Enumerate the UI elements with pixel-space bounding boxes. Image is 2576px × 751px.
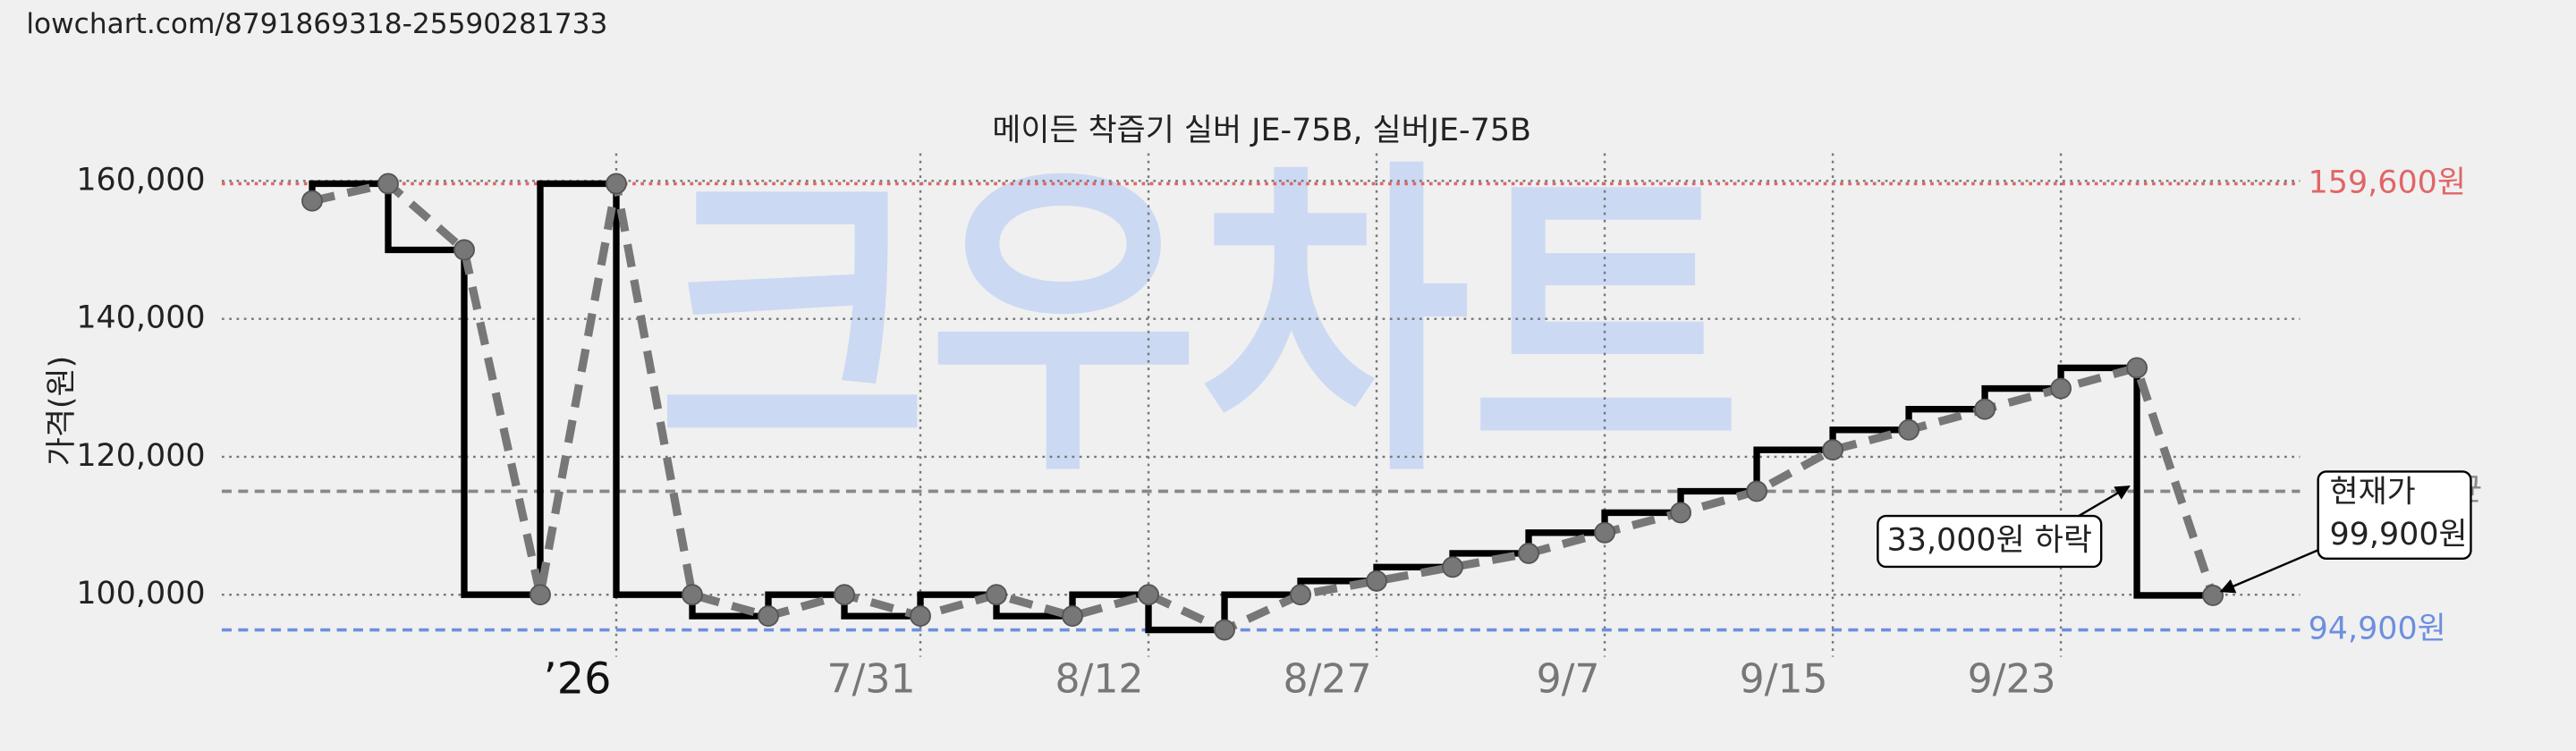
- x-tick-label: 7/31: [827, 657, 916, 703]
- point: [1138, 584, 1159, 606]
- point: [910, 605, 931, 628]
- x-tick-label: ’26: [544, 655, 612, 705]
- point: [1366, 570, 1387, 592]
- x-tick-label: 9/23: [1968, 657, 2056, 703]
- point: [986, 584, 1007, 606]
- annotation-arrow: [2219, 547, 2322, 594]
- trend-line: [310, 179, 2217, 635]
- x-tick-label: 9/7: [1537, 657, 1600, 703]
- chart-title: 메이든 착즙기 실버 JE-75B, 실버JE-75B: [992, 113, 1531, 148]
- reference-label: 94,900원: [2309, 612, 2446, 647]
- point: [1290, 584, 1311, 606]
- point: [1898, 418, 1920, 441]
- point: [1746, 480, 1767, 502]
- x-tick-label: 8/27: [1284, 657, 1372, 703]
- x-tick-label: 8/12: [1055, 657, 1144, 703]
- point: [682, 584, 703, 606]
- reference-label: 159,600원: [2309, 165, 2466, 200]
- url: lowchart.com/8791869318-25590281733: [26, 8, 607, 40]
- y-axis-label: 가격(원): [44, 356, 80, 466]
- y-tick-label: 100,000: [76, 576, 205, 612]
- point: [1062, 605, 1083, 628]
- point: [301, 190, 323, 212]
- point: [530, 584, 551, 606]
- point: [453, 239, 475, 261]
- point: [1214, 619, 1235, 641]
- point: [1594, 521, 1615, 544]
- point: [1442, 556, 1463, 578]
- point: [1670, 502, 1691, 524]
- annotation-text: 33,000원 하락: [1887, 523, 2092, 559]
- annotation-text: 99,900원: [2329, 517, 2467, 553]
- annotation-arrow: [2072, 485, 2131, 520]
- point: [377, 173, 399, 195]
- x-tick-label: 9/15: [1740, 657, 1828, 703]
- point: [834, 584, 855, 606]
- annotation-text: 현재가: [2329, 474, 2415, 510]
- point: [758, 605, 779, 628]
- point: [1518, 542, 1539, 564]
- annotation-box: [2317, 470, 2472, 560]
- point: [2202, 585, 2224, 606]
- point: [606, 173, 627, 195]
- point: [2050, 377, 2072, 400]
- watermark: 크우차트: [657, 133, 1741, 516]
- step-line: [309, 180, 2214, 634]
- y-tick-label: 120,000: [76, 438, 205, 474]
- y-tick-label: 140,000: [76, 300, 205, 336]
- point: [1822, 439, 1843, 461]
- point: [2126, 357, 2148, 379]
- y-tick-label: 160,000: [76, 162, 205, 198]
- point: [1974, 398, 1996, 420]
- annotation-box: [1877, 514, 2103, 569]
